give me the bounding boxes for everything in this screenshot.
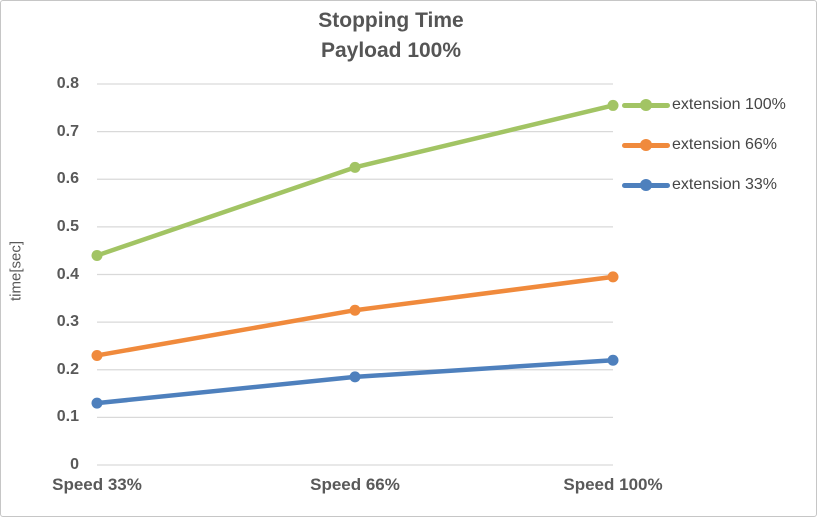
data-point-marker: [607, 271, 619, 283]
legend-marker-line: [622, 99, 670, 111]
legend-label: extension 100%: [672, 96, 786, 113]
legend-item: extension 33%: [622, 165, 786, 205]
x-axis-label: Speed 33%: [52, 475, 142, 494]
x-axis-label: Speed 100%: [563, 475, 663, 494]
chart-title-line1: Stopping Time: [318, 9, 464, 32]
legend: extension 100% extension 66% extension 33%: [622, 85, 786, 205]
x-axis-label: Speed 66%: [310, 475, 400, 494]
data-point-marker: [91, 397, 103, 409]
y-tick-label: 0.6: [56, 170, 79, 188]
legend-label: extension 66%: [672, 136, 777, 153]
chart-title-line2: Payload 100%: [320, 39, 462, 62]
data-point-marker: [91, 249, 103, 261]
legend-marker-line: [622, 139, 670, 151]
data-point-marker: [349, 161, 361, 173]
plot-area: [91, 83, 619, 466]
legend-item: extension 66%: [622, 125, 786, 165]
data-point-marker: [607, 354, 619, 366]
y-tick-label: 0.4: [56, 265, 79, 283]
series-line-extension-100-: [94, 103, 616, 258]
data-point-marker: [91, 349, 103, 361]
data-point-marker: [349, 371, 361, 383]
data-point-marker: [349, 304, 361, 316]
series-line-extension-66-: [94, 274, 616, 358]
y-tick-label: 0.5: [56, 217, 79, 235]
y-tick-label: 0.8: [56, 75, 79, 92]
legend-marker-dot: [640, 139, 652, 151]
legend-marker-line: [622, 179, 670, 191]
legend-item: extension 100%: [622, 85, 786, 125]
legend-marker-dot: [640, 179, 652, 191]
y-tick-label: 0.3: [56, 313, 79, 331]
y-tick-label: 0.2: [56, 360, 79, 378]
y-tick-label: 0.1: [56, 408, 79, 426]
legend-label: extension 33%: [672, 176, 777, 193]
y-tick-label: 0: [70, 456, 79, 473]
legend-marker-dot: [640, 99, 652, 111]
data-point-marker: [607, 99, 619, 111]
y-tick-label: 0.7: [56, 122, 79, 140]
chart-title: Stopping Time Payload 100%: [1, 6, 781, 66]
